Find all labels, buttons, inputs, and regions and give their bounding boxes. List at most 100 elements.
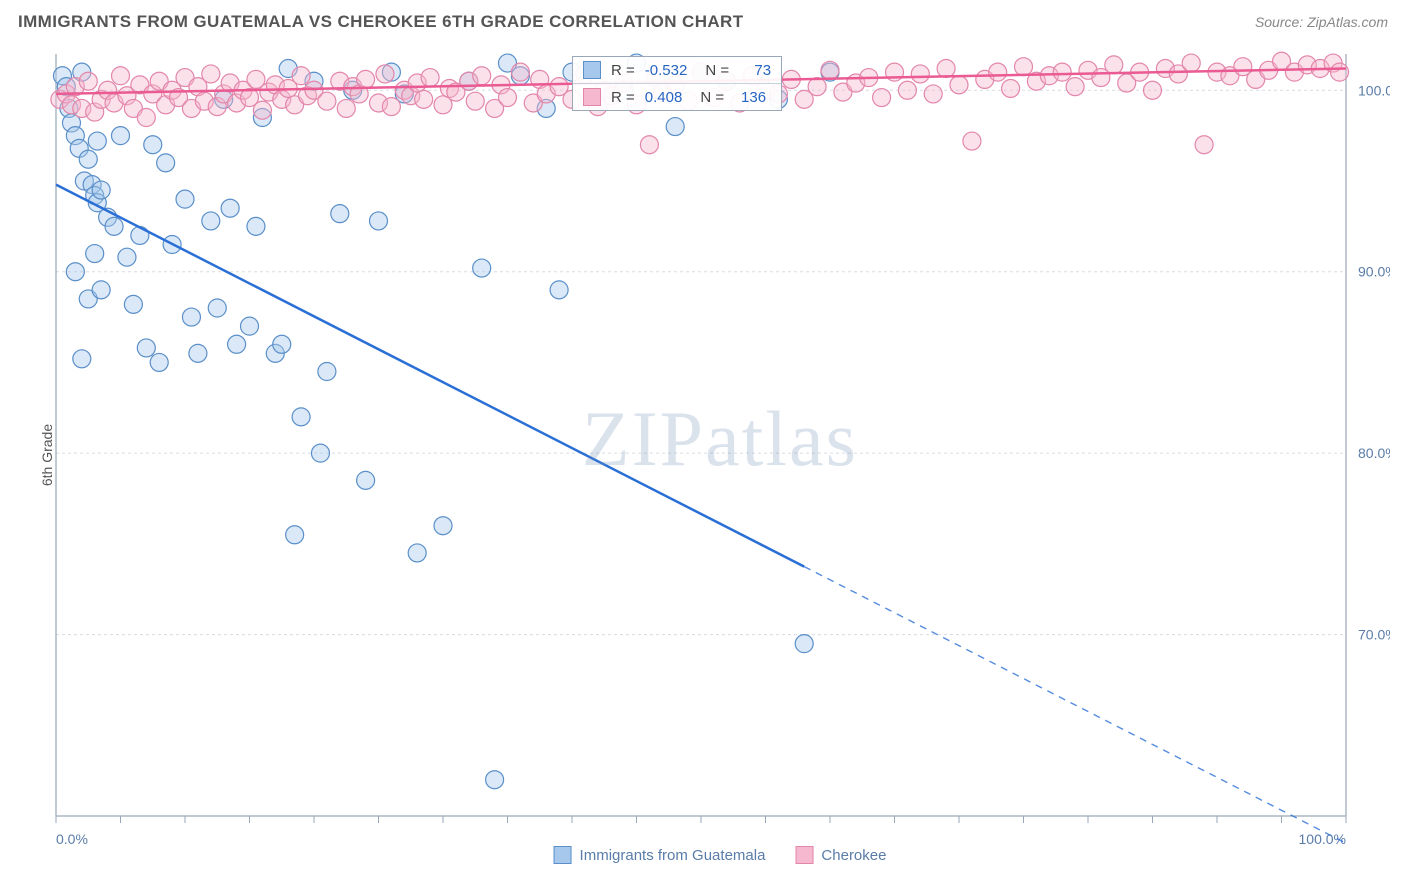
y-tick-label: 70.0% xyxy=(1358,627,1390,643)
data-point-guatemala xyxy=(150,353,168,371)
data-point-guatemala xyxy=(124,295,142,313)
data-point-guatemala xyxy=(247,217,265,235)
data-point-cherokee xyxy=(466,92,484,110)
data-point-guatemala xyxy=(273,335,291,353)
data-point-cherokee xyxy=(112,67,130,85)
data-point-guatemala xyxy=(73,350,91,368)
data-point-guatemala xyxy=(241,317,259,335)
data-point-cherokee xyxy=(79,72,97,90)
data-point-guatemala xyxy=(666,118,684,136)
data-point-cherokee xyxy=(357,70,375,88)
data-point-guatemala xyxy=(66,263,84,281)
legend-swatch xyxy=(795,846,813,864)
data-point-guatemala xyxy=(292,408,310,426)
data-point-guatemala xyxy=(118,248,136,266)
chart-area: 6th Grade 70.0%80.0%90.0%100.0%0.0%100.0… xyxy=(50,50,1390,860)
data-point-cherokee xyxy=(382,98,400,116)
data-point-cherokee xyxy=(1182,54,1200,72)
data-point-guatemala xyxy=(176,190,194,208)
data-point-cherokee xyxy=(1144,81,1162,99)
legend-swatch xyxy=(554,846,572,864)
source-attribution: Source: ZipAtlas.com xyxy=(1255,14,1388,30)
data-point-cherokee xyxy=(511,63,529,81)
data-point-guatemala xyxy=(208,299,226,317)
data-point-guatemala xyxy=(144,136,162,154)
data-point-guatemala xyxy=(550,281,568,299)
chart-title: IMMIGRANTS FROM GUATEMALA VS CHEROKEE 6T… xyxy=(18,12,744,32)
data-point-cherokee xyxy=(924,85,942,103)
data-point-cherokee xyxy=(202,65,220,83)
n-value: 73 xyxy=(739,62,771,79)
chart-header: IMMIGRANTS FROM GUATEMALA VS CHEROKEE 6T… xyxy=(18,12,1388,32)
r-label: R = xyxy=(611,89,635,106)
n-label: N = xyxy=(700,89,724,106)
legend-item-guatemala: Immigrants from Guatemala xyxy=(554,846,766,864)
data-point-cherokee xyxy=(1105,56,1123,74)
data-point-cherokee xyxy=(499,89,517,107)
data-point-cherokee xyxy=(1053,63,1071,81)
data-point-cherokee xyxy=(473,67,491,85)
data-point-guatemala xyxy=(795,635,813,653)
data-point-cherokee xyxy=(1195,136,1213,154)
data-point-cherokee xyxy=(337,99,355,117)
r-value: 0.408 xyxy=(645,89,683,106)
data-point-cherokee xyxy=(421,69,439,87)
n-label: N = xyxy=(705,62,729,79)
data-point-guatemala xyxy=(86,245,104,263)
r-label: R = xyxy=(611,62,635,79)
data-point-guatemala xyxy=(311,444,329,462)
x-tick-label: 0.0% xyxy=(56,831,88,847)
data-point-cherokee xyxy=(989,63,1007,81)
data-point-cherokee xyxy=(1331,63,1349,81)
legend: Immigrants from Guatemala Cherokee xyxy=(554,846,887,864)
data-point-guatemala xyxy=(92,181,110,199)
data-point-guatemala xyxy=(357,471,375,489)
stat-row: R = 0.408 N = 136 xyxy=(573,83,781,110)
data-point-guatemala xyxy=(486,771,504,789)
data-point-guatemala xyxy=(318,363,336,381)
data-point-cherokee xyxy=(318,92,336,110)
data-point-cherokee xyxy=(253,101,271,119)
data-point-cherokee xyxy=(937,60,955,78)
correlation-stat-box: R = -0.532 N = 73 R = 0.408 N = 136 xyxy=(572,56,782,111)
y-tick-label: 90.0% xyxy=(1358,264,1390,280)
data-point-guatemala xyxy=(228,335,246,353)
data-point-guatemala xyxy=(92,281,110,299)
stat-swatch xyxy=(583,88,601,106)
data-point-guatemala xyxy=(112,127,130,145)
data-point-guatemala xyxy=(434,517,452,535)
data-point-cherokee xyxy=(376,65,394,83)
data-point-cherokee xyxy=(873,89,891,107)
scatter-plot-svg: 70.0%80.0%90.0%100.0%0.0%100.0% xyxy=(50,50,1390,860)
y-tick-label: 100.0% xyxy=(1358,82,1390,98)
data-point-guatemala xyxy=(105,217,123,235)
legend-item-cherokee: Cherokee xyxy=(795,846,886,864)
data-point-guatemala xyxy=(79,150,97,168)
data-point-cherokee xyxy=(640,136,658,154)
data-point-guatemala xyxy=(370,212,388,230)
data-point-cherokee xyxy=(415,90,433,108)
data-point-cherokee xyxy=(1066,78,1084,96)
data-point-cherokee xyxy=(821,61,839,79)
data-point-guatemala xyxy=(131,226,149,244)
r-value: -0.532 xyxy=(645,62,688,79)
y-axis-label: 6th Grade xyxy=(39,424,55,486)
y-tick-label: 80.0% xyxy=(1358,445,1390,461)
n-value: 136 xyxy=(734,89,766,106)
data-point-guatemala xyxy=(157,154,175,172)
trend-line-guatemala xyxy=(56,185,804,567)
data-point-guatemala xyxy=(202,212,220,230)
legend-label: Immigrants from Guatemala xyxy=(580,847,766,864)
data-point-guatemala xyxy=(88,132,106,150)
data-point-guatemala xyxy=(182,308,200,326)
stat-row: R = -0.532 N = 73 xyxy=(573,57,781,83)
data-point-cherokee xyxy=(292,67,310,85)
data-point-cherokee xyxy=(898,81,916,99)
data-point-cherokee xyxy=(137,109,155,127)
data-point-guatemala xyxy=(473,259,491,277)
data-point-cherokee xyxy=(950,76,968,94)
data-point-guatemala xyxy=(408,544,426,562)
data-point-cherokee xyxy=(808,78,826,96)
data-point-guatemala xyxy=(189,344,207,362)
data-point-cherokee xyxy=(1015,58,1033,76)
